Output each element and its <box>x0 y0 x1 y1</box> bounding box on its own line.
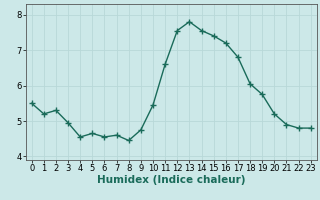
X-axis label: Humidex (Indice chaleur): Humidex (Indice chaleur) <box>97 175 245 185</box>
